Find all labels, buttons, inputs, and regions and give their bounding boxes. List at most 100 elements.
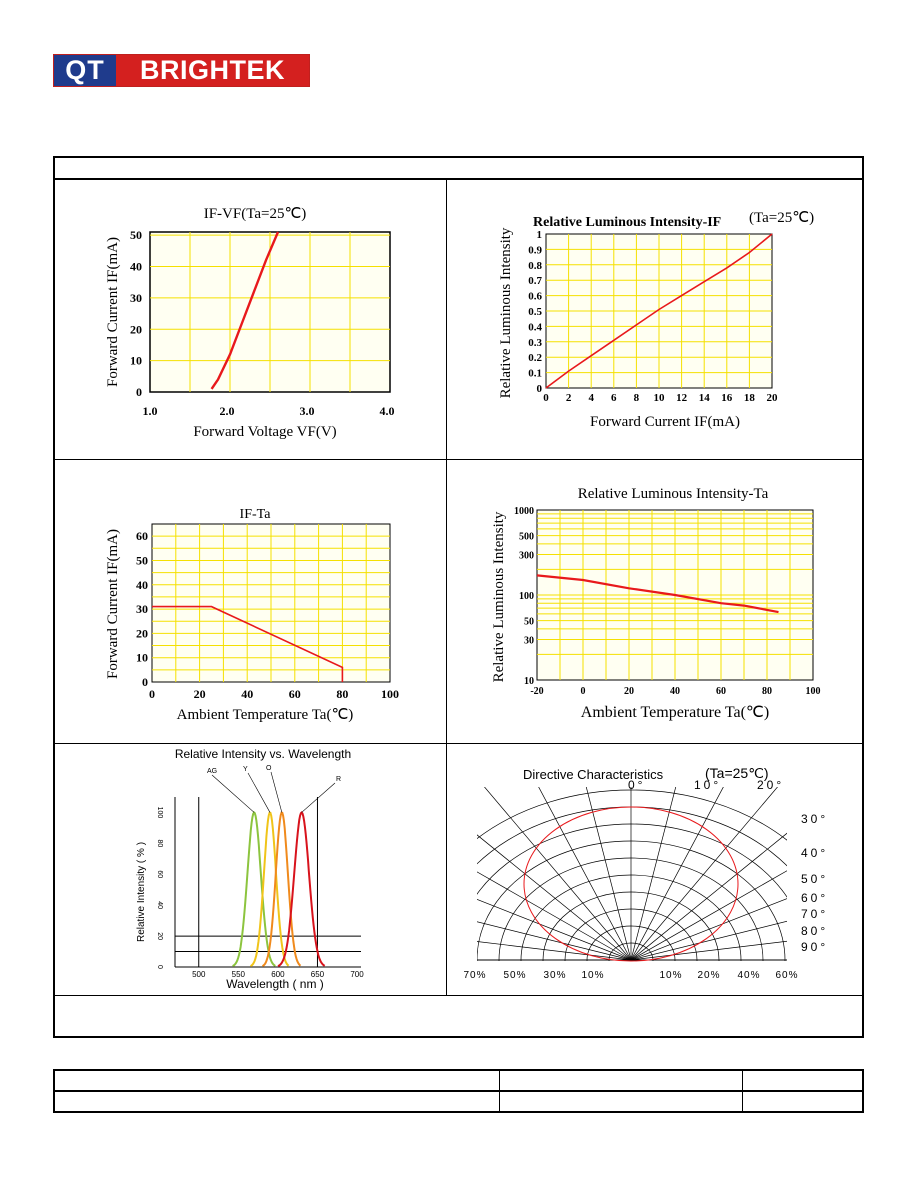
y-tick-label: 40 [130,260,142,274]
y-tick-label: 50 [130,228,142,242]
x-axis-label: Ambient Temperature Ta(℃) [581,704,769,721]
x-tick-label: 700 [350,970,364,979]
angle-label: 70° [801,907,828,921]
chart-title: Relative Luminous Intensity-Ta [578,486,769,502]
y-tick-label: 500 [519,532,534,543]
row-divider-1 [55,459,862,460]
radial-line [630,870,787,961]
x-tick-label: 60 [716,686,726,697]
y-tick-label: 0.8 [528,260,542,272]
y-tick-label: 50 [524,617,534,628]
company-logo: QT BRIGHTEK [53,54,310,87]
y-tick-label: 1 [537,229,543,241]
x-tick-label: 18 [744,392,756,404]
percent-label: 70% [463,970,486,981]
y-tick-label: 20 [156,932,163,940]
chart-title: Relative Luminous Intensity-IF [533,215,721,230]
chart-title: Directive Characteristics [523,767,664,782]
y-tick-label: 40 [156,901,163,909]
x-tick-label: 4.0 [380,404,395,418]
radial-line [477,899,632,961]
y-tick-label: 40 [136,578,148,592]
chart-if-vf: 1.0 2.0 3.0 4.0 0 10 20 30 40 50 IF-VF(Ta=25℃) Fo… [105,206,395,440]
y-tick-label: 30 [130,291,142,305]
radial-line [538,787,632,961]
header-divider [55,178,862,180]
x-tick-label: 2 [566,392,572,404]
radial-line [630,920,787,961]
y-tick-label: 0.1 [528,368,542,380]
chart-rel-intensity-ta: -20 0 20 40 60 80 100 10 30 50 100 300 500 1000 Relat… [491,486,821,721]
x-tick-label: 40 [670,686,680,697]
series-curve-r [277,811,326,967]
intensity-arc [586,925,676,961]
x-tick-label: 3.0 [300,404,315,418]
x-tick-label: 0 [581,686,586,697]
series-line [536,574,779,614]
y-axis-label: Forward Current IF(mA) [105,529,121,679]
y-tick-label: 80 [156,839,163,847]
intensity-arc [542,891,720,961]
footer-col-divider-2 [742,1071,743,1111]
intensity-arc [477,789,787,841]
series-curve-o [261,811,302,967]
radial-line [630,940,787,961]
radial-line [477,871,632,961]
y-tick-label: 10 [136,651,148,665]
x-tick-label: 0 [149,687,155,701]
y-tick-label: 60 [136,529,148,543]
angle-label: 90° [801,940,828,954]
angle-label: 10° [694,778,721,792]
chart-spectrum: 500 550 600 650 700 0 20 40 60 80 100 AG Y O R Relati… [136,747,364,991]
intensity-arc [608,942,654,961]
series-line [152,605,344,682]
y-tick-label: 10 [130,354,142,368]
percent-label: 50% [503,970,526,981]
x-tick-label: 2.0 [220,404,235,418]
y-tick-label: 100 [519,591,534,602]
logo-brightek: BRIGHTEK [116,55,309,86]
x-axis-label: Ambient Temperature Ta(℃) [177,707,354,723]
series-line [545,233,773,389]
chart-directive: 0° 10° 20° 30° 40° 50° 60° 70° 80° 90° 70% 50% 30% 10… [463,765,828,981]
radial-line [477,921,632,961]
y-tick-label: 60 [156,870,163,878]
x-tick-label: 0 [543,392,549,404]
radial-line [585,787,632,961]
x-tick-label: 14 [699,392,711,404]
intensity-arc [564,908,698,961]
x-axis-label: Wavelength ( nm ) [226,977,324,991]
chart-condition: (Ta=25℃) [749,210,814,226]
x-tick-label: 16 [721,392,733,404]
percent-label: 30% [543,970,566,981]
percent-label: 10% [659,970,682,981]
y-tick-label: 100 [156,807,163,819]
x-tick-label: 80 [336,687,348,701]
row-divider-3 [55,995,862,996]
x-tick-label: 100 [806,686,821,697]
y-tick-label: 20 [136,626,148,640]
x-tick-label: 20 [624,686,634,697]
y-tick-label: 0.7 [528,275,542,287]
y-tick-label: 0.5 [528,306,542,318]
angle-label: 30° [801,812,828,826]
leader-line [211,774,255,813]
intensity-arc [477,840,786,961]
x-axis-label: Forward Voltage VF(V) [193,424,336,440]
radial-line [630,787,724,961]
x-tick-label: 12 [676,392,688,404]
intensity-arc [477,823,787,898]
x-tick-label: 40 [241,687,253,701]
radial-line [630,787,778,961]
radial-line [477,941,632,961]
x-tick-label: 550 [232,970,246,979]
y-tick-label: 0 [142,675,148,689]
x-tick-label: 20 [767,392,779,404]
x-tick-label: 500 [192,970,206,979]
angle-label: 50° [801,872,828,886]
leader-line [270,771,283,813]
radial-line [630,787,677,961]
y-tick-label: 300 [519,550,534,561]
chart-title: Relative Intensity vs. Wavelength [175,747,351,761]
radial-line [484,787,632,961]
